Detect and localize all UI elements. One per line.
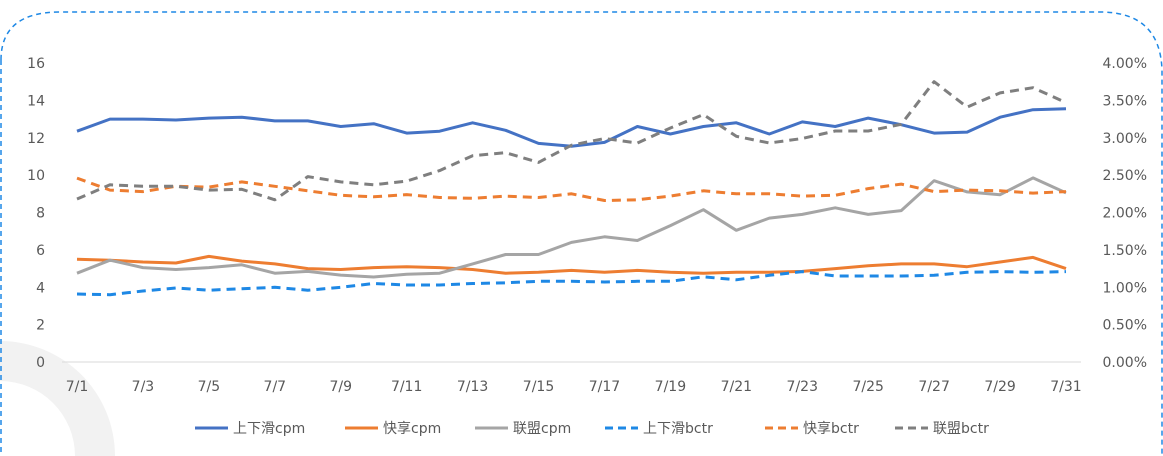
x-tick-label: 7/27	[918, 379, 949, 395]
x-tick-label: 7/11	[391, 379, 422, 395]
y-left-tick-label: 16	[27, 56, 45, 72]
x-tick-label: 7/7	[264, 379, 287, 395]
y-right-tick-label: 2.00%	[1103, 206, 1147, 222]
y-right-tick-label: 3.00%	[1103, 131, 1147, 147]
series-line-3	[76, 270, 1067, 297]
y-right-tick-label: 2.50%	[1103, 168, 1147, 184]
y-left-tick-label: 4	[36, 280, 45, 296]
y-right-tick-label: 4.00%	[1103, 56, 1147, 72]
x-tick-label: 7/23	[787, 379, 818, 395]
x-tick-label: 7/31	[1050, 379, 1081, 395]
series-line-5	[76, 80, 1067, 202]
y-right-tick-label: 0.00%	[1103, 355, 1147, 371]
legend-label: 上下滑bctr	[643, 420, 713, 437]
series-line-4	[76, 176, 1067, 202]
legend-label: 上下滑cpm	[233, 420, 305, 437]
x-tick-label: 7/5	[198, 379, 221, 395]
x-tick-label: 7/15	[523, 379, 554, 395]
y-left-tick-label: 12	[27, 131, 45, 147]
decorative-circle	[0, 341, 115, 456]
legend-label: 联盟cpm	[513, 421, 571, 437]
y-right-tick-label: 3.50%	[1103, 93, 1147, 109]
x-tick-label: 7/19	[655, 379, 686, 395]
y-left-tick-label: 10	[27, 168, 45, 184]
x-tick-label: 7/29	[984, 379, 1015, 395]
x-tick-label: 7/21	[721, 379, 752, 395]
series-line-0	[76, 107, 1067, 148]
y-left-tick-label: 2	[36, 318, 45, 334]
x-tick-label: 7/17	[589, 379, 620, 395]
x-tick-label: 7/1	[66, 379, 89, 395]
y-left-tick-label: 14	[27, 93, 45, 109]
legend-label: 快享bctr	[803, 420, 859, 437]
x-tick-label: 7/3	[132, 379, 155, 395]
series-line-1	[76, 254, 1067, 275]
x-tick-label: 7/13	[457, 379, 488, 395]
y-left-tick-label: 8	[36, 206, 45, 222]
y-right-tick-label: 0.50%	[1103, 318, 1147, 334]
y-right-tick-label: 1.00%	[1103, 280, 1147, 296]
y-left-tick-label: 6	[36, 243, 45, 259]
y-right-tick-label: 1.50%	[1103, 243, 1147, 259]
x-tick-label: 7/25	[852, 379, 883, 395]
series-line-2	[76, 176, 1067, 279]
y-left-tick-label: 0	[36, 355, 45, 371]
x-tick-label: 7/9	[329, 379, 352, 395]
dashed-border	[0, 11, 1163, 455]
legend-label: 快享cpm	[383, 420, 441, 437]
legend-label: 联盟bctr	[933, 421, 989, 437]
